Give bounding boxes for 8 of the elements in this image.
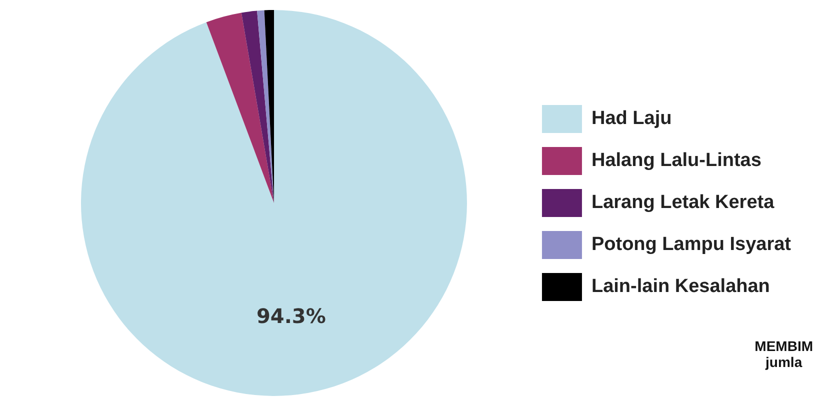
- text: jumla: [764, 354, 804, 370]
- legend-label: Halang Lalu-Lintas: [591, 150, 762, 172]
- text: MEMBIM: [754, 338, 813, 354]
- legend-label: Potong Lampu Isyarat: [591, 234, 792, 256]
- legend-label: Had Laju: [591, 108, 672, 130]
- data-label: 94.3%: [256, 304, 326, 328]
- legend-label: Larang Letak Kereta: [591, 192, 775, 214]
- legend-label: Lain-lain Kesalahan: [591, 276, 770, 298]
